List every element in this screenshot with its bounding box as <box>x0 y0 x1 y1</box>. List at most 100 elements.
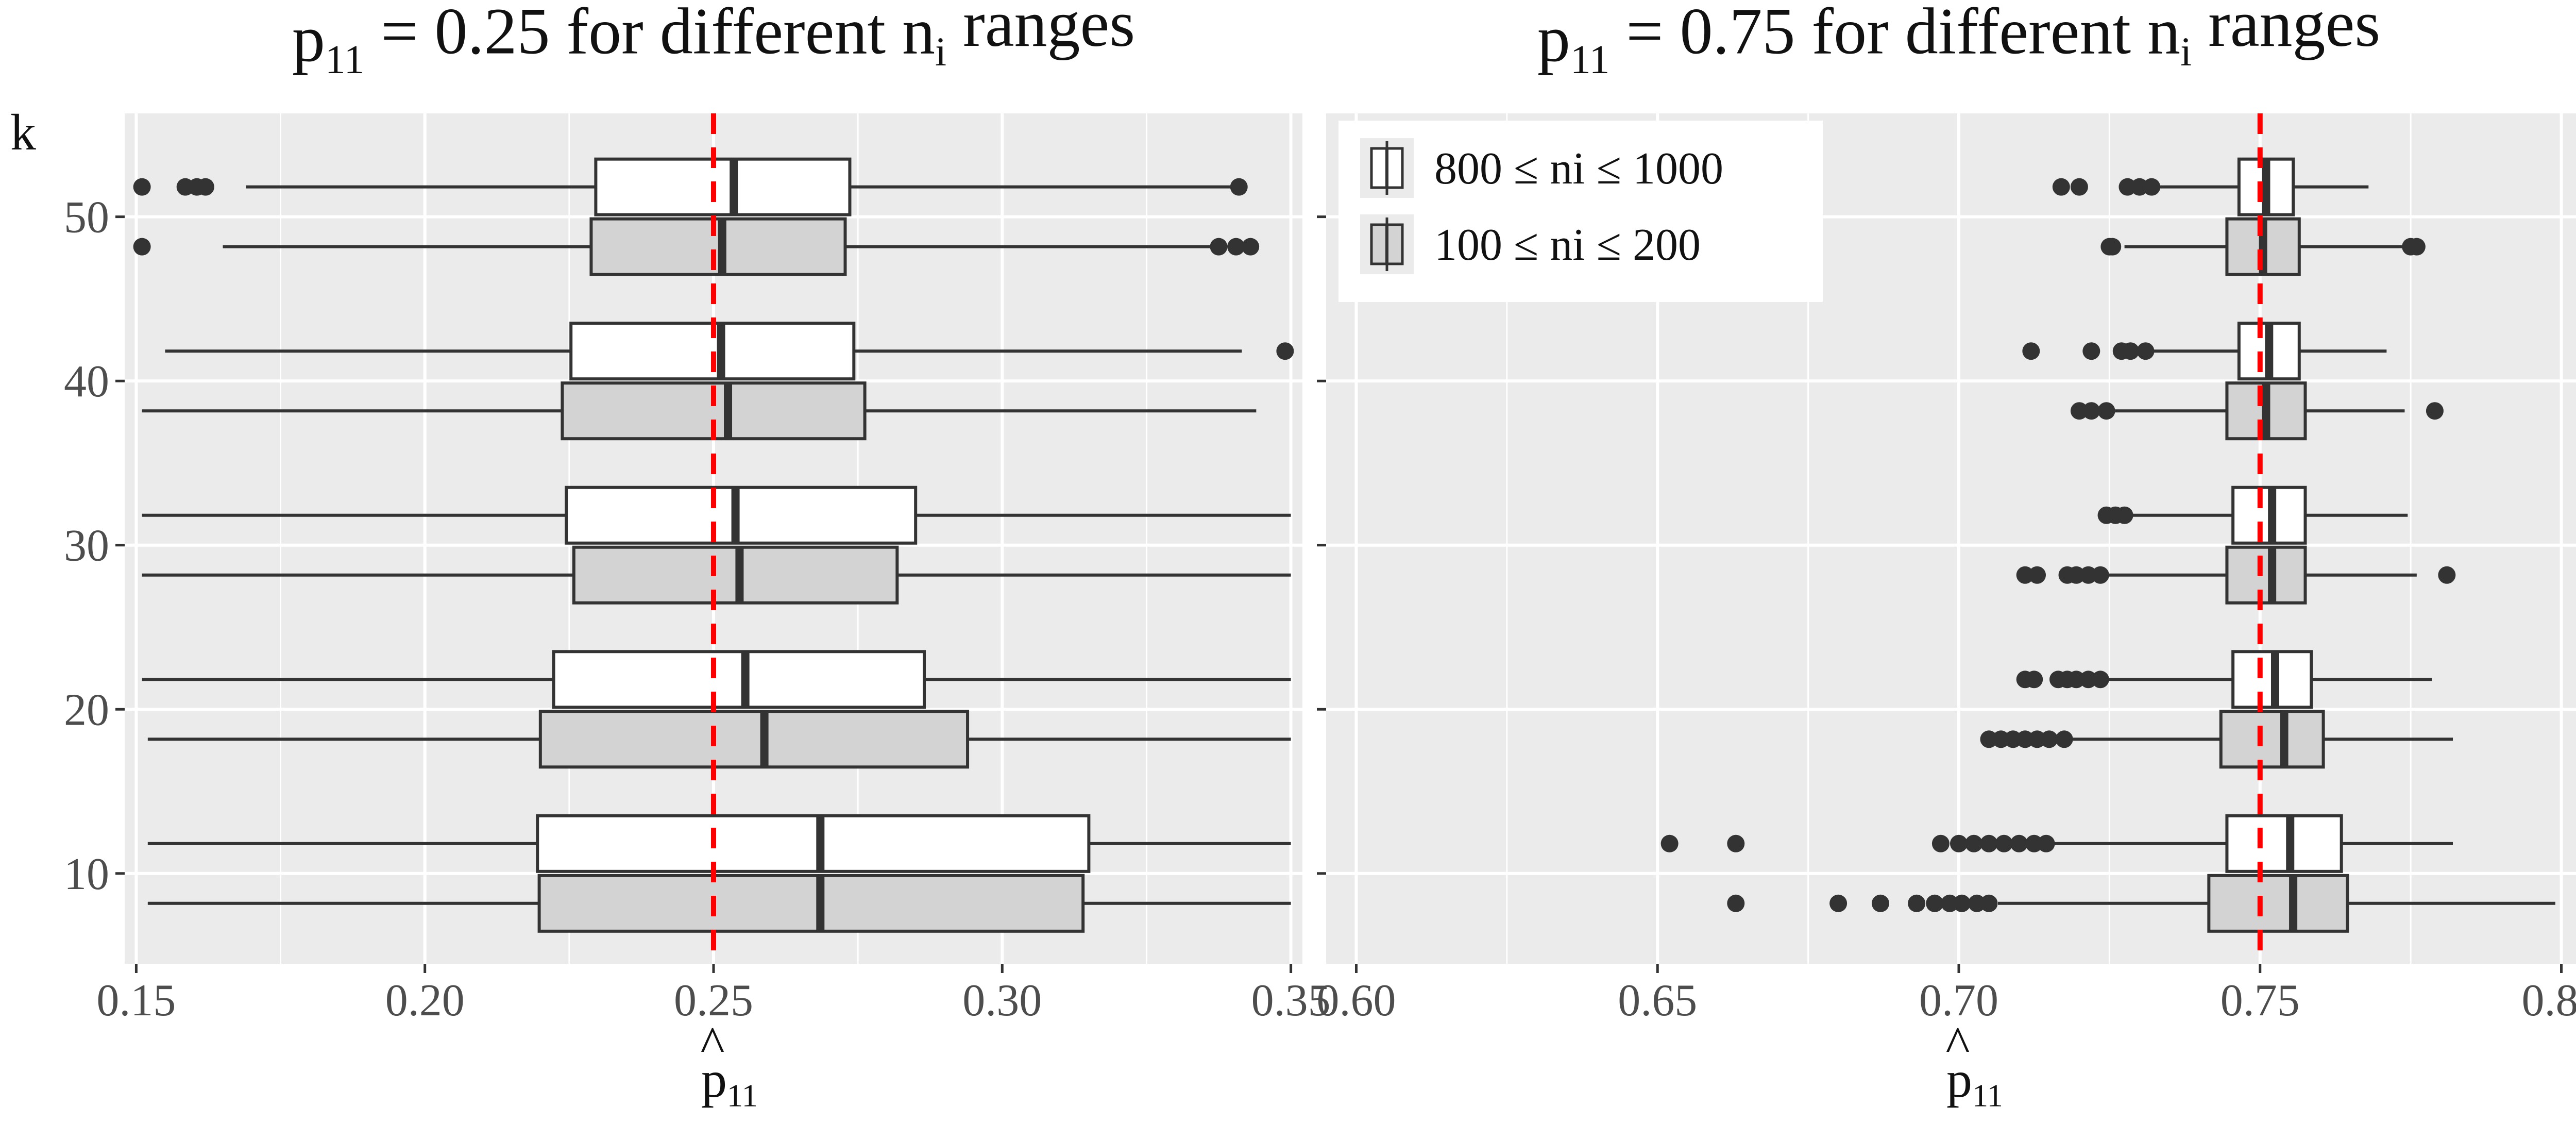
y-tick-label: 50 <box>64 193 109 243</box>
panel-title-part: ranges <box>2192 0 2380 60</box>
outlier-point <box>2028 730 2046 748</box>
outlier-point <box>2025 834 2043 852</box>
outlier-point <box>2119 178 2137 196</box>
x-axis-label: p11 <box>701 1051 758 1114</box>
legend-label: 100 ≤ ni ≤ 200 <box>1434 220 1701 270</box>
x-tick-label: 0.15 <box>96 976 176 1026</box>
box-group-k30-series2 <box>142 545 1291 605</box>
panel-2: 0.60 0.65 0.70 0.75 0.80 <box>1316 113 2576 1026</box>
box-group-k50-series1 <box>133 157 1248 216</box>
outlier-point <box>1829 894 1848 912</box>
box-iqr <box>594 157 852 216</box>
outlier-point <box>2052 178 2070 196</box>
box-iqr <box>536 814 1091 873</box>
outlier-point <box>2004 730 2022 748</box>
x-tick-label: 0.75 <box>2221 976 2300 1026</box>
outlier-point <box>1980 730 1998 748</box>
legend: 800 ≤ ni ≤ 1000 100 ≤ ni ≤ 200 <box>1338 121 1823 302</box>
outlier-point <box>1926 894 1944 912</box>
outlier-point <box>1227 238 1245 256</box>
outlier-point <box>2082 342 2100 360</box>
x-tick-label: 0.80 <box>2522 976 2576 1026</box>
legend-label: 800 ≤ ni ≤ 1000 <box>1434 144 1723 194</box>
outlier-point <box>2022 342 2040 360</box>
outlier-point <box>1908 894 1926 912</box>
outlier-point <box>1931 834 1950 852</box>
panel-title-subscript: i <box>2180 29 2192 75</box>
x-tick-label: 0.25 <box>674 976 753 1026</box>
outlier-point <box>2122 342 2140 360</box>
y-tick-label: 30 <box>64 521 109 571</box>
y-tick-label: 40 <box>64 357 109 407</box>
outlier-point <box>1980 834 1998 852</box>
outlier-point <box>2067 566 2086 584</box>
box-group-k50-series2 <box>133 217 1260 276</box>
outlier-point <box>2067 671 2086 689</box>
outlier-point <box>2070 178 2088 196</box>
legend-key <box>1360 214 1414 274</box>
panel-title-subscript: 11 <box>325 37 364 82</box>
outlier-point <box>196 178 214 196</box>
outlier-point <box>2028 566 2046 584</box>
outlier-point <box>2082 402 2100 420</box>
box-group-k30-series1 <box>2097 485 2408 545</box>
box-group-k20-series1 <box>2016 650 2432 709</box>
outlier-point <box>1995 834 2013 852</box>
outlier-point <box>2137 342 2155 360</box>
box-group-k10-series2 <box>147 874 1291 933</box>
panel-title-part: ranges <box>946 0 1135 60</box>
box-group-k20-series1 <box>142 650 1291 709</box>
outlier-point <box>2079 671 2097 689</box>
box-iqr <box>2207 874 2349 933</box>
outlier-point <box>2037 834 2055 852</box>
outlier-point <box>1242 238 1260 256</box>
outlier-point <box>1941 894 1959 912</box>
box-iqr <box>565 485 918 545</box>
outlier-point <box>2016 730 2034 748</box>
x-axis-label-subscript: 11 <box>727 1079 758 1114</box>
panel-title: p11 = 0.75 for different ni ranges <box>1537 0 2380 82</box>
box-group-k50-series2 <box>2100 217 2426 276</box>
legend-key <box>1360 138 1414 198</box>
box-group-k10-series1 <box>147 814 1291 873</box>
box-iqr <box>552 650 926 709</box>
box-group-k20-series2 <box>1980 710 2453 769</box>
panel-1: 0.15 0.20 0.25 0.30 0.35 10 20 30 40 50 <box>64 113 1331 1026</box>
box-iqr <box>537 874 1085 933</box>
outlier-point <box>1727 834 1745 852</box>
box-iqr <box>2225 545 2307 605</box>
x-tick-label: 0.60 <box>1316 976 1396 1026</box>
outlier-point <box>2143 178 2161 196</box>
box-iqr <box>2219 710 2325 769</box>
box-group-k40-series2 <box>2070 381 2444 441</box>
outlier-point <box>2079 566 2097 584</box>
outlier-point <box>2115 506 2133 524</box>
outlier-point <box>1968 894 1986 912</box>
x-tick-label: 0.30 <box>962 976 1042 1026</box>
outlier-point <box>2130 178 2148 196</box>
legend-background <box>1338 121 1823 302</box>
outlier-point <box>1953 894 1971 912</box>
outlier-point <box>1965 834 1983 852</box>
panel-title-part: = 0.75 for different n <box>1609 0 2180 68</box>
x-tick-label: 0.70 <box>1919 976 1998 1026</box>
x-axis-label-hat: ^ <box>1946 1016 1970 1073</box>
x-axis-label-subscript: 11 <box>1972 1079 2003 1114</box>
outlier-point <box>1980 894 1998 912</box>
outlier-point <box>2010 834 2028 852</box>
panel-title-subscript: 11 <box>1570 37 1609 82</box>
outlier-point <box>2025 671 2043 689</box>
outlier-point <box>1992 730 2010 748</box>
panel-title-subscript: i <box>935 29 946 75</box>
outlier-point <box>1660 834 1679 852</box>
box-group-k30-series2 <box>2016 545 2456 605</box>
x-tick-label: 0.35 <box>1251 976 1331 1026</box>
x-tick-label: 0.20 <box>385 976 465 1026</box>
x-axis-label: p11 <box>1946 1051 2003 1114</box>
x-axis-label-hat: ^ <box>701 1016 725 1073</box>
box-group-k10-series2 <box>1727 874 2555 933</box>
outlier-point <box>1727 894 1745 912</box>
outlier-point <box>2091 566 2109 584</box>
panel-title: p11 = 0.25 for different ni ranges <box>292 0 1135 82</box>
